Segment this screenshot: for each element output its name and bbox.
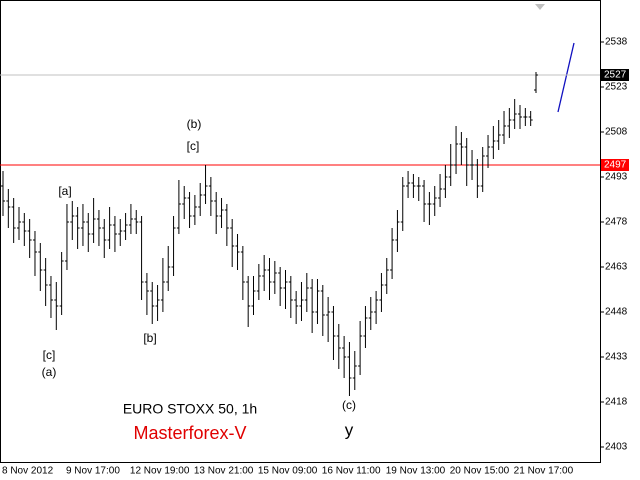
wave-label: [c] bbox=[187, 139, 200, 153]
x-tick-label: 15 Nov 09:00 bbox=[258, 466, 318, 477]
wave-label: [b] bbox=[143, 331, 156, 345]
x-tick-label: 9 Nov 17:00 bbox=[66, 466, 120, 477]
y-tick-label: 2403 bbox=[605, 442, 628, 453]
wave-label: (b) bbox=[187, 117, 202, 131]
wave-label: [c] bbox=[43, 348, 56, 362]
x-tick-label: 20 Nov 15:00 bbox=[450, 466, 510, 477]
y-tick-label: 2478 bbox=[605, 217, 628, 228]
price-box bbox=[601, 69, 629, 81]
wave-label: y bbox=[345, 420, 354, 439]
x-tick-label: 8 Nov 2012 bbox=[2, 466, 54, 477]
y-tick-label: 2448 bbox=[605, 307, 628, 318]
x-tick-label: 19 Nov 13:00 bbox=[386, 466, 446, 477]
wave-label: [a] bbox=[58, 184, 71, 198]
y-tick-label: 2418 bbox=[605, 397, 628, 408]
y-tick-label: 2433 bbox=[605, 352, 628, 363]
wave-label: (a) bbox=[42, 365, 57, 379]
y-tick-label: 2538 bbox=[605, 37, 628, 48]
x-tick-label: 13 Nov 21:00 bbox=[194, 466, 254, 477]
price-label: 2527 bbox=[604, 70, 627, 81]
chart-title: EURO STOXX 50, 1h bbox=[123, 401, 257, 417]
shift-marker bbox=[535, 4, 545, 10]
price-box bbox=[601, 159, 629, 171]
y-tick-label: 2493 bbox=[605, 172, 628, 183]
x-tick-label: 21 Nov 17:00 bbox=[514, 466, 574, 477]
x-tick-label: 16 Nov 11:00 bbox=[322, 466, 381, 477]
y-tick-label: 2508 bbox=[605, 127, 628, 138]
plot-frame bbox=[0, 0, 601, 463]
y-tick-label: 2523 bbox=[605, 82, 628, 93]
y-tick-label: 2463 bbox=[605, 262, 628, 273]
price-label: 2497 bbox=[604, 160, 627, 171]
chart-subtitle: Masterforex-V bbox=[133, 423, 246, 443]
wave-label: (c) bbox=[342, 398, 356, 412]
forecast-line bbox=[557, 42, 575, 113]
x-tick-label: 12 Nov 19:00 bbox=[130, 466, 190, 477]
